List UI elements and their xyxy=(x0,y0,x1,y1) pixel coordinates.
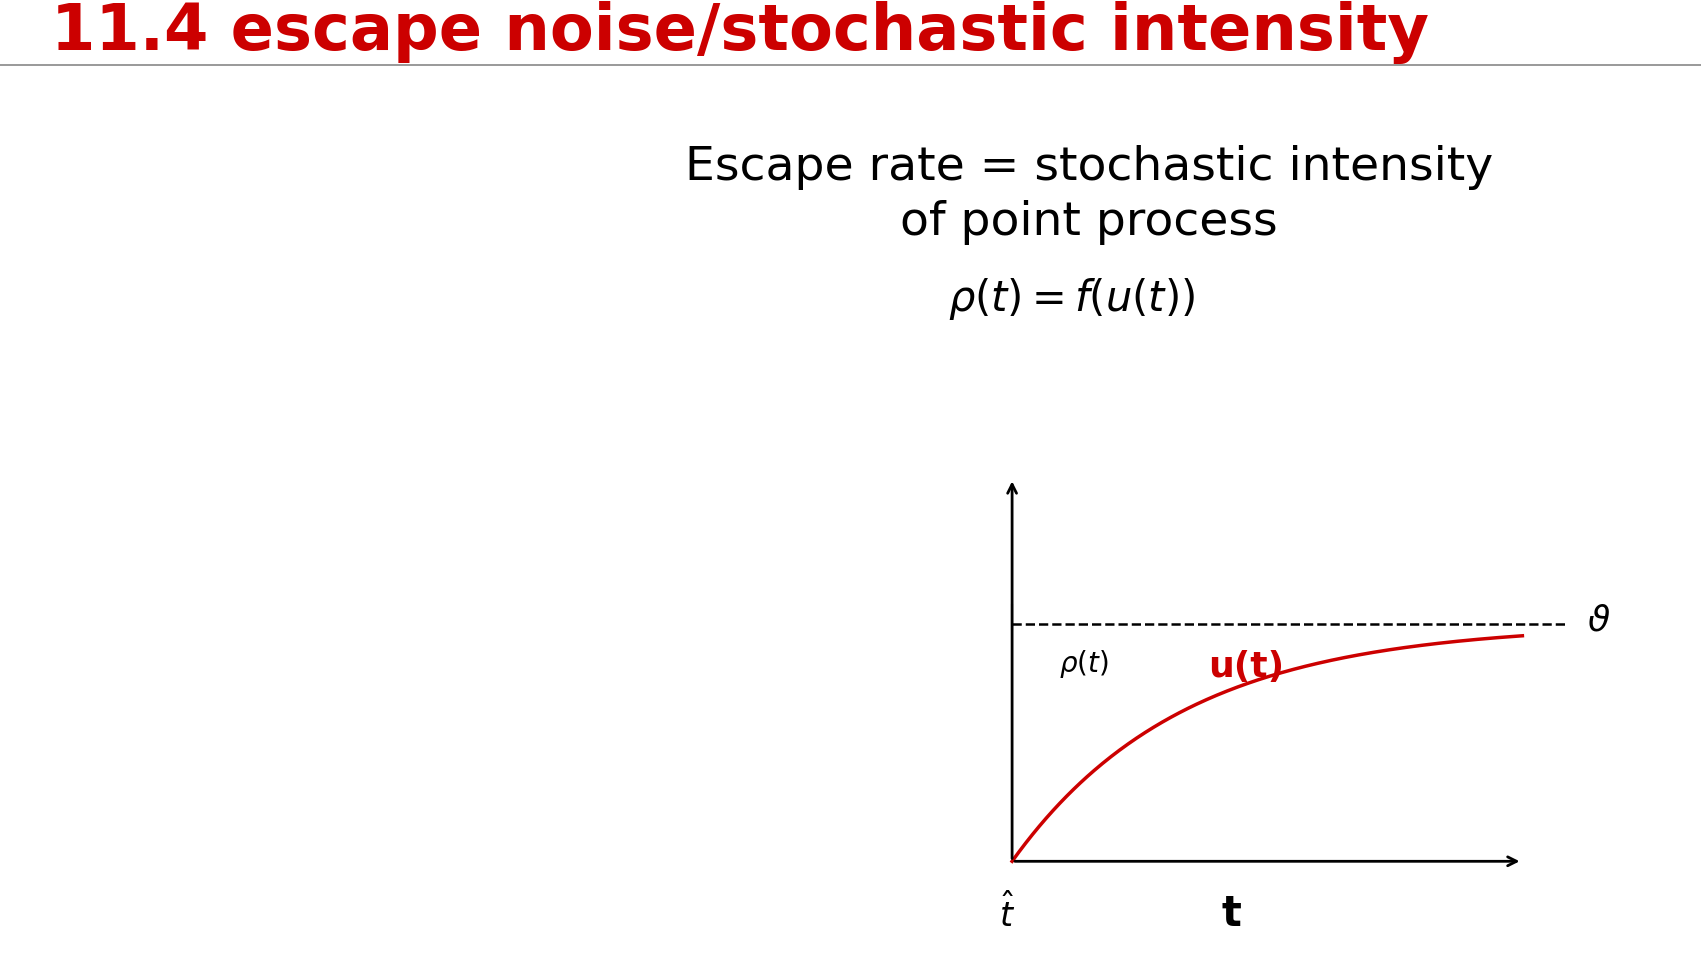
Text: of point process: of point process xyxy=(900,199,1277,245)
Text: $\rho(t)$: $\rho(t)$ xyxy=(1058,648,1109,679)
Text: 11.4 escape noise/stochastic intensity: 11.4 escape noise/stochastic intensity xyxy=(51,1,1429,64)
Text: $\hat{t}$: $\hat{t}$ xyxy=(998,894,1015,934)
Text: u(t): u(t) xyxy=(1208,650,1284,684)
Text: $\rho(t) = f(u(t))$: $\rho(t) = f(u(t))$ xyxy=(947,276,1196,322)
Text: t: t xyxy=(1221,893,1242,935)
Text: $\vartheta$: $\vartheta$ xyxy=(1587,603,1611,637)
Bar xyxy=(0,0,1701,65)
Text: Escape rate = stochastic intensity: Escape rate = stochastic intensity xyxy=(684,145,1493,190)
